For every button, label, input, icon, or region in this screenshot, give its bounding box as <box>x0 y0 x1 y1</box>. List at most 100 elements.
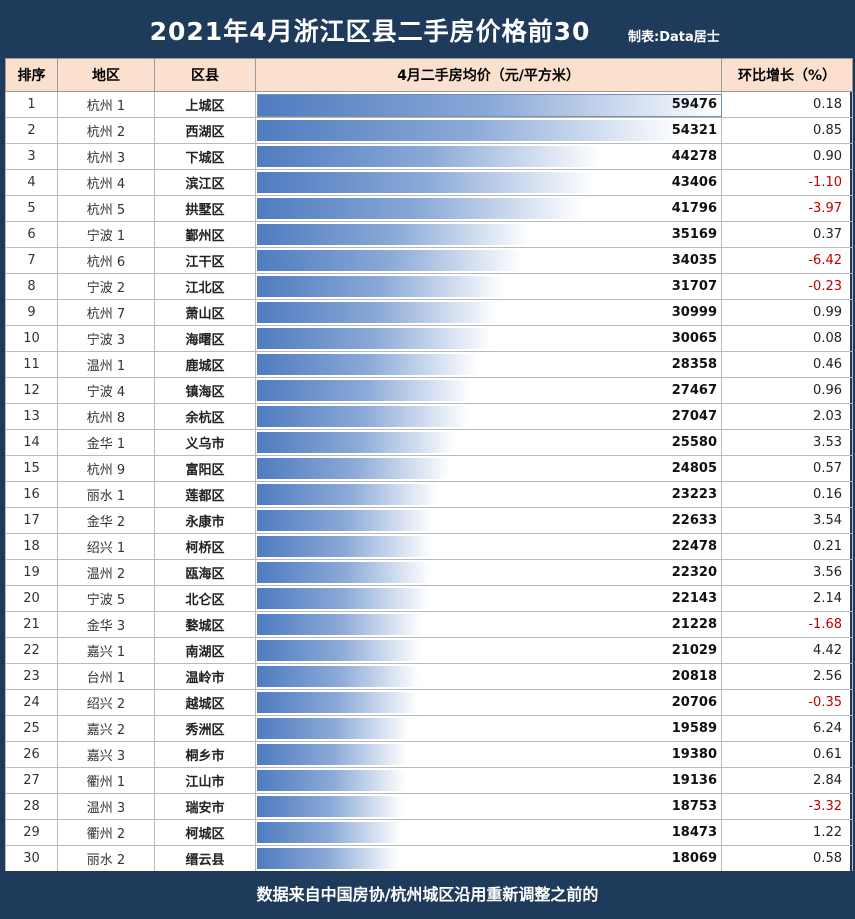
city-cell: 衢州 1 <box>57 767 155 794</box>
price-value-label: 19589 <box>671 721 717 736</box>
table-row: 6 宁波 1 鄞州区 35169 0.37 <box>5 221 853 248</box>
price-value-label: 31707 <box>671 279 717 294</box>
change-cell: 0.61 <box>721 741 853 768</box>
price-value-label: 18753 <box>671 799 717 814</box>
price-bar <box>257 328 491 349</box>
rank-cell: 3 <box>5 143 58 170</box>
city-cell: 嘉兴 2 <box>57 715 155 742</box>
price-value-label: 34035 <box>671 253 717 268</box>
rank-cell: 13 <box>5 403 58 430</box>
price-bar <box>257 406 468 427</box>
rank-cell: 21 <box>5 611 58 638</box>
county-cell: 缙云县 <box>154 845 256 872</box>
rank-cell: 7 <box>5 247 58 274</box>
price-bar <box>257 692 418 713</box>
table-row: 8 宁波 2 江北区 31707 -0.23 <box>5 273 853 300</box>
table-row: 20 宁波 5 北仑区 22143 2.14 <box>5 585 853 612</box>
county-cell: 鄞州区 <box>154 221 256 248</box>
county-cell: 越城区 <box>154 689 256 716</box>
change-cell: 0.85 <box>721 117 853 144</box>
price-cell: 30999 <box>255 299 722 326</box>
price-value-label: 20818 <box>671 669 717 684</box>
price-value-label: 41796 <box>671 201 717 216</box>
price-cell: 18753 <box>255 793 722 820</box>
price-value-label: 21029 <box>671 643 717 658</box>
price-cell: 28358 <box>255 351 722 378</box>
table-row: 17 金华 2 永康市 22633 3.54 <box>5 507 853 534</box>
table-row: 14 金华 1 义乌市 25580 3.53 <box>5 429 853 456</box>
price-cell: 22320 <box>255 559 722 586</box>
city-cell: 绍兴 2 <box>57 689 155 716</box>
rank-cell: 27 <box>5 767 58 794</box>
price-cell: 25580 <box>255 429 722 456</box>
price-cell: 18069 <box>255 845 722 872</box>
table-row: 24 绍兴 2 越城区 20706 -0.35 <box>5 689 853 716</box>
county-cell: 萧山区 <box>154 299 256 326</box>
table-row: 3 杭州 3 下城区 44278 0.90 <box>5 143 853 170</box>
city-cell: 宁波 2 <box>57 273 155 300</box>
rank-cell: 20 <box>5 585 58 612</box>
price-bar <box>257 822 401 843</box>
city-cell: 衢州 2 <box>57 819 155 846</box>
city-cell: 杭州 2 <box>57 117 155 144</box>
city-cell: 温州 3 <box>57 793 155 820</box>
change-cell: 0.08 <box>721 325 853 352</box>
price-bar <box>257 94 722 117</box>
rank-cell: 8 <box>5 273 58 300</box>
price-bar <box>257 666 419 687</box>
price-cell: 59476 <box>255 91 722 118</box>
change-cell: 0.16 <box>721 481 853 508</box>
county-cell: 镇海区 <box>154 377 256 404</box>
price-bar <box>257 562 431 583</box>
table-row: 23 台州 1 温岭市 20818 2.56 <box>5 663 853 690</box>
change-cell: 0.57 <box>721 455 853 482</box>
footer-note: 数据来自中国房协/杭州城区沿用重新调整之前的 <box>0 871 855 919</box>
city-cell: 杭州 4 <box>57 169 155 196</box>
city-cell: 杭州 7 <box>57 299 155 326</box>
change-cell: 0.18 <box>721 91 853 118</box>
header-change: 环比增长（%） <box>721 58 853 92</box>
table-row: 19 温州 2 瓯海区 22320 3.56 <box>5 559 853 586</box>
table-row: 2 杭州 2 西湖区 54321 0.85 <box>5 117 853 144</box>
price-bar <box>257 588 429 609</box>
table-row: 11 温州 1 鹿城区 28358 0.46 <box>5 351 853 378</box>
price-value-label: 28358 <box>671 357 717 372</box>
price-cell: 20706 <box>255 689 722 716</box>
county-cell: 富阳区 <box>154 455 256 482</box>
rank-cell: 19 <box>5 559 58 586</box>
county-cell: 莲都区 <box>154 481 256 508</box>
rank-cell: 16 <box>5 481 58 508</box>
price-value-label: 35169 <box>671 227 717 242</box>
price-value-label: 25580 <box>671 435 717 450</box>
county-cell: 秀洲区 <box>154 715 256 742</box>
county-cell: 鹿城区 <box>154 351 256 378</box>
change-cell: 0.96 <box>721 377 853 404</box>
price-value-label: 18069 <box>671 851 717 866</box>
county-cell: 瓯海区 <box>154 559 256 586</box>
price-bar <box>257 432 456 453</box>
county-cell: 温岭市 <box>154 663 256 690</box>
city-cell: 金华 3 <box>57 611 155 638</box>
price-value-label: 22320 <box>671 565 717 580</box>
table-row: 29 衢州 2 柯城区 18473 1.22 <box>5 819 853 846</box>
price-bar <box>257 120 680 141</box>
table-row: 9 杭州 7 萧山区 30999 0.99 <box>5 299 853 326</box>
city-cell: 温州 1 <box>57 351 155 378</box>
county-cell: 江山市 <box>154 767 256 794</box>
price-cell: 18473 <box>255 819 722 846</box>
city-cell: 绍兴 1 <box>57 533 155 560</box>
rank-cell: 10 <box>5 325 58 352</box>
rank-cell: 22 <box>5 637 58 664</box>
county-cell: 下城区 <box>154 143 256 170</box>
city-cell: 宁波 3 <box>57 325 155 352</box>
county-cell: 义乌市 <box>154 429 256 456</box>
change-cell: 3.56 <box>721 559 853 586</box>
change-cell: 0.37 <box>721 221 853 248</box>
price-value-label: 19136 <box>671 773 717 788</box>
table-container: 排序 地区 区县 4月二手房均价（元/平方米） 环比增长（%） 1 杭州 1 上城区… <box>5 58 853 872</box>
price-cell: 41796 <box>255 195 722 222</box>
price-bar <box>257 744 408 765</box>
table-row: 27 衢州 1 江山市 19136 2.84 <box>5 767 853 794</box>
county-cell: 上城区 <box>154 91 256 118</box>
